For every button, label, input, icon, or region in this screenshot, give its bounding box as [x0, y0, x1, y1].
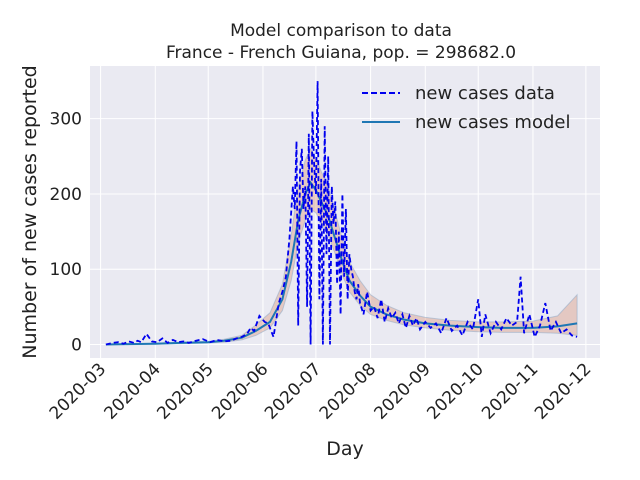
x-tick-label: 2020-05	[153, 359, 217, 423]
legend-data-label: new cases data	[415, 83, 555, 104]
y-tick-label: 200	[50, 185, 82, 205]
x-tick-label: 2020-04	[100, 359, 164, 423]
x-tick-label: 2020-12	[531, 359, 595, 423]
legend-model-label: new cases model	[415, 112, 570, 133]
y-tick-label: 100	[50, 260, 82, 280]
y-axis-label: Number of new cases reported	[19, 65, 41, 358]
series-group	[105, 81, 578, 346]
x-axis-ticks: 2020-032020-042020-052020-062020-072020-…	[46, 359, 596, 423]
y-tick-label: 300	[50, 110, 82, 130]
x-tick-label: 2020-09	[370, 359, 434, 423]
x-axis-label: Day	[326, 438, 364, 460]
legend: new cases data new cases model	[362, 83, 570, 133]
x-tick-label: 2020-06	[208, 359, 272, 423]
x-tick-label: 2020-10	[423, 359, 487, 423]
x-tick-label: 2020-08	[316, 359, 380, 423]
grid	[90, 66, 600, 358]
y-tick-label: 0	[71, 335, 82, 355]
chart-title-line1: Model comparison to data	[230, 21, 452, 41]
x-tick-label: 2020-11	[478, 359, 542, 423]
chart-title-line2: France - French Guiana, pop. = 298682.0	[166, 43, 516, 63]
x-tick-label: 2020-07	[261, 359, 325, 423]
y-axis-ticks: 0 100 200 300	[50, 110, 82, 356]
series-line-data	[105, 81, 578, 346]
x-tick-label: 2020-03	[46, 359, 110, 423]
